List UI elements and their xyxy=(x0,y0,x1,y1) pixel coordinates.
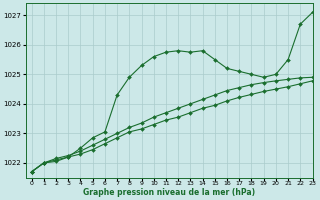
X-axis label: Graphe pression niveau de la mer (hPa): Graphe pression niveau de la mer (hPa) xyxy=(83,188,255,197)
